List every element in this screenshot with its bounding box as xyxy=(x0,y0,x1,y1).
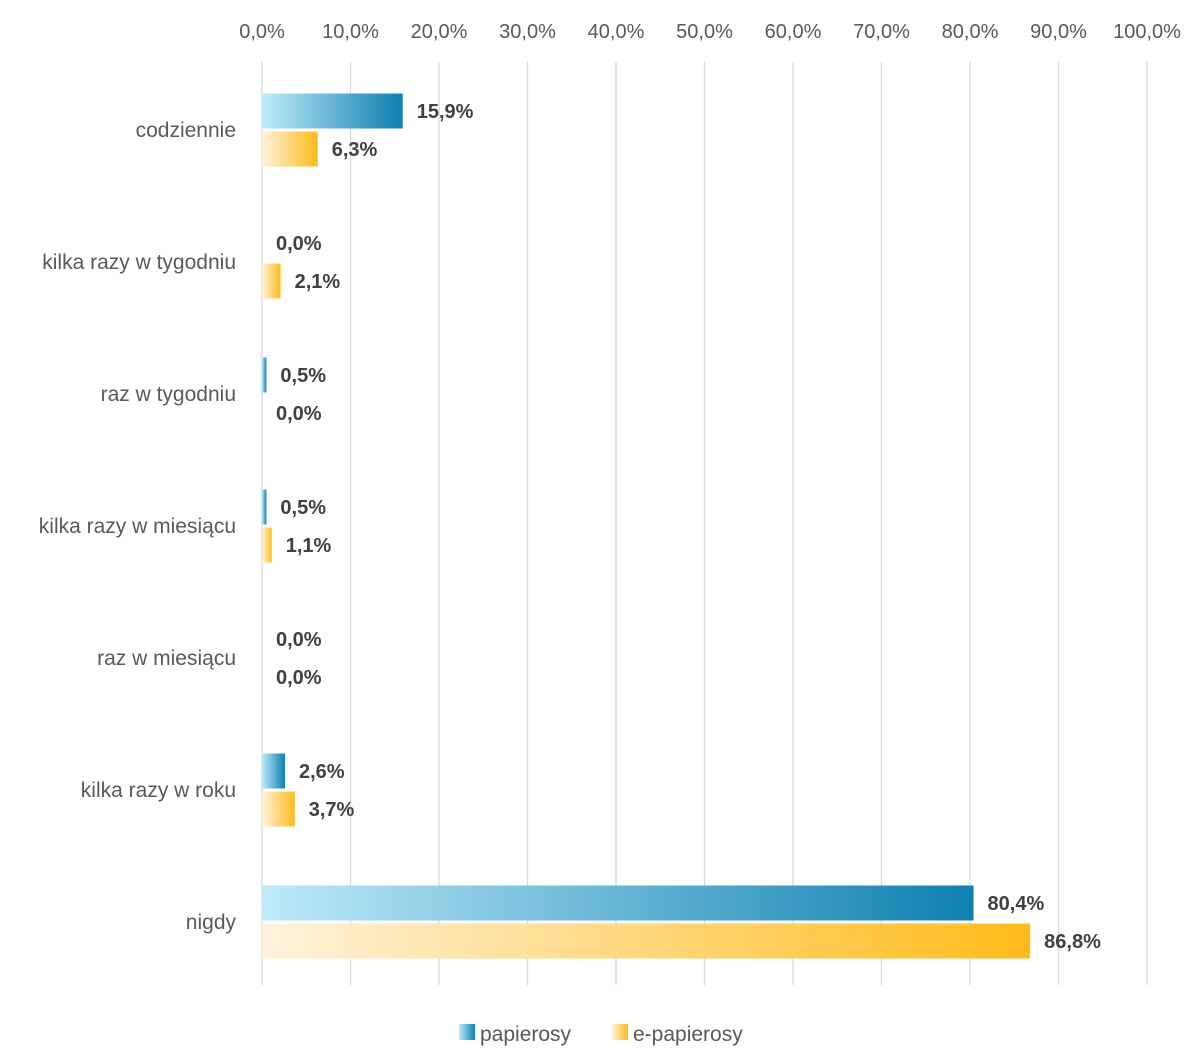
x-tick-label: 10,0% xyxy=(322,21,379,43)
bar-papierosy xyxy=(262,753,286,789)
bar-e-papierosy xyxy=(262,131,318,167)
data-label-papierosy: 0,0% xyxy=(276,629,322,651)
category-label: raz w tygodniu xyxy=(101,383,236,406)
data-label-papierosy: 2,6% xyxy=(299,761,345,783)
category-label: nigdy xyxy=(186,911,237,934)
data-label-papierosy: 0,5% xyxy=(280,497,326,519)
legend-swatch-papierosy xyxy=(459,1024,475,1040)
data-label-papierosy: 0,0% xyxy=(276,233,322,255)
x-tick-label: 80,0% xyxy=(942,21,999,43)
bar-e-papierosy xyxy=(262,263,281,299)
bars xyxy=(262,93,1031,959)
bar-papierosy xyxy=(262,489,267,525)
data-label-e-papierosy: 2,1% xyxy=(295,271,341,293)
legend: papierosy e-papierosy xyxy=(459,1023,743,1046)
data-label-papierosy: 0,5% xyxy=(280,365,326,387)
bar-e-papierosy xyxy=(262,791,295,827)
data-label-e-papierosy: 0,0% xyxy=(276,403,322,425)
bar-e-papierosy xyxy=(262,527,272,563)
x-tick-label: 50,0% xyxy=(676,21,733,43)
x-tick-label: 70,0% xyxy=(853,21,910,43)
data-label-e-papierosy: 3,7% xyxy=(309,799,355,821)
x-tick-label: 40,0% xyxy=(588,21,645,43)
category-labels: codziennie kilka razy w tygodniu raz w tyg… xyxy=(39,119,237,934)
gridlines xyxy=(261,62,1148,985)
data-labels: 15,9% 6,3% 0,0% 2,1% 0,5% 0,0% 0,5% 1,1% 0,0% 0,0… xyxy=(276,101,1101,953)
data-label-e-papierosy: 1,1% xyxy=(286,535,332,557)
bar-papierosy xyxy=(262,357,267,393)
category-label: kilka razy w roku xyxy=(81,779,236,802)
bar-e-papierosy xyxy=(262,923,1031,959)
x-tick-label: 90,0% xyxy=(1030,21,1087,43)
bar-papierosy xyxy=(262,885,974,921)
data-label-e-papierosy: 0,0% xyxy=(276,667,322,689)
x-tick-label: 0,0% xyxy=(239,21,285,43)
bar-papierosy xyxy=(262,93,403,129)
legend-label-papierosy: papierosy xyxy=(480,1023,572,1046)
x-tick-label: 30,0% xyxy=(499,21,556,43)
legend-swatch-e-papierosy xyxy=(612,1024,628,1040)
data-label-e-papierosy: 6,3% xyxy=(332,139,378,161)
category-label: kilka razy w tygodniu xyxy=(42,251,236,274)
x-tick-label: 100,0% xyxy=(1113,21,1181,43)
category-label: codziennie xyxy=(136,119,236,142)
data-label-papierosy: 80,4% xyxy=(988,893,1045,915)
x-tick-label: 60,0% xyxy=(765,21,822,43)
category-label: kilka razy w miesiącu xyxy=(39,515,236,538)
category-label: raz w miesiącu xyxy=(97,647,236,670)
data-label-papierosy: 15,9% xyxy=(417,101,474,123)
x-tick-label: 20,0% xyxy=(411,21,468,43)
x-axis-ticks: 0,0% 10,0% 20,0% 30,0% 40,0% 50,0% 60,0% 70,0% 8… xyxy=(239,21,1181,43)
data-label-e-papierosy: 86,8% xyxy=(1044,931,1101,953)
legend-label-e-papierosy: e-papierosy xyxy=(633,1023,743,1046)
